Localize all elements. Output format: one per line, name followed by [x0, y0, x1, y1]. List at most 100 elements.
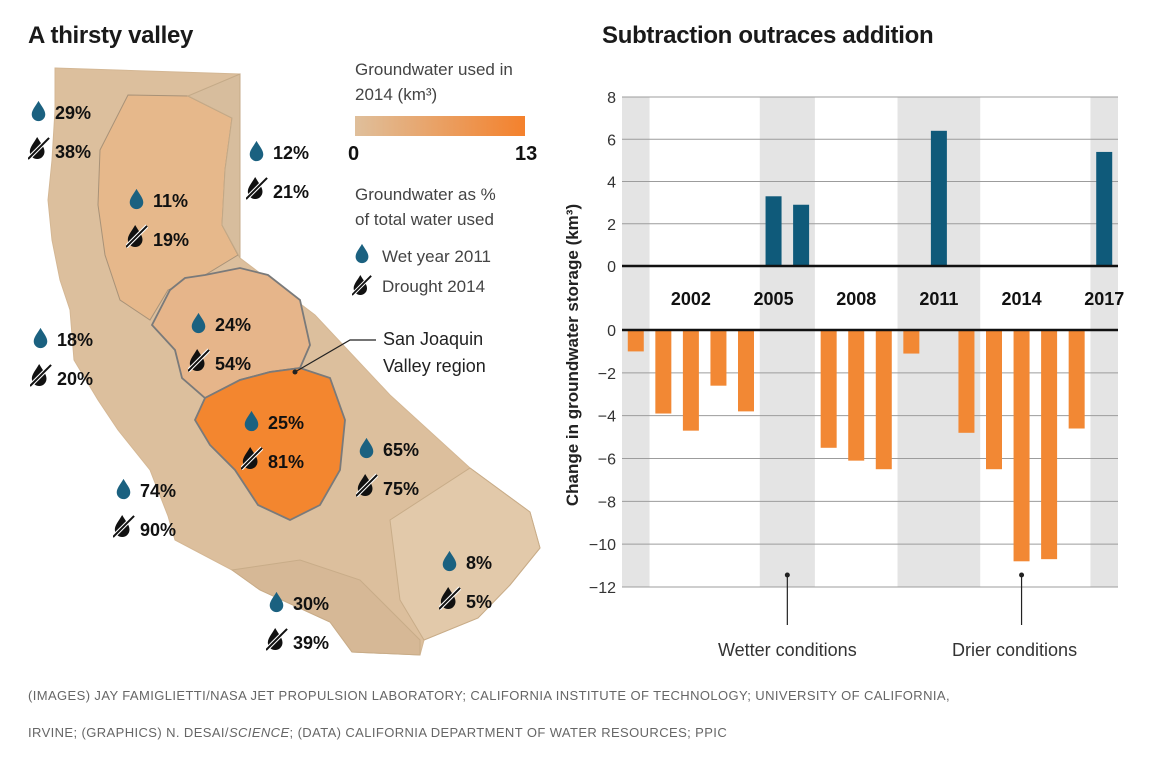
bar-2015 — [1041, 330, 1058, 560]
wet-year-pct: 74% — [140, 481, 176, 501]
region-label-0: 29% 38% — [28, 100, 91, 162]
chart-y-tick-labels: 8 6 4 2 0 0 −2 −4 −6 −8 −10 −12 — [589, 90, 616, 597]
y-tick-label: −4 — [598, 409, 616, 426]
credits-line-2c: ; (DATA) CALIFORNIA DEPARTMENT OF WATER … — [289, 725, 728, 740]
wetter-annotation-dot — [784, 572, 790, 578]
bar-2017 — [1096, 151, 1113, 266]
y-tick-label: −8 — [598, 494, 616, 511]
credits-science: SCIENCE — [228, 725, 290, 740]
chart-gridlines — [622, 96, 1118, 588]
groundwater-chart: 8 6 4 2 0 0 −2 −4 −6 −8 −10 −12 2002 2005 2008 2011 201… — [563, 90, 1124, 660]
bar-2002 — [682, 330, 699, 431]
legend-pct-title-1: Groundwater as % — [355, 185, 496, 204]
bar-2007 — [820, 330, 837, 448]
bar-2008 — [848, 330, 865, 461]
region-label-8: 8% 5% — [439, 550, 492, 612]
drier-annotation-dot — [1019, 572, 1025, 578]
callout-label-1: San Joaquin — [383, 329, 483, 349]
wet-year-pct: 24% — [215, 315, 251, 335]
credits-line-2: IRVINE; (GRAPHICS) N. DESAI/SCIENCE; (DA… — [28, 725, 727, 740]
region-desert — [389, 467, 541, 641]
legend-gradient-title-1: Groundwater used in — [355, 60, 513, 79]
wet-year-pct: 65% — [383, 440, 419, 460]
bar-2001 — [655, 330, 672, 414]
bar-2014 — [1013, 330, 1030, 562]
drought-year-pct: 81% — [268, 452, 304, 472]
bar-2016 — [1068, 330, 1085, 429]
bar-2000 — [627, 330, 644, 352]
legend-gradient-title-2: 2014 (km³) — [355, 85, 437, 104]
wetter-annotation-label: Wetter conditions — [718, 640, 857, 660]
legend-wet-label: Wet year 2011 — [382, 247, 491, 266]
california-map: Groundwater used in 2014 (km³) 0 13 Grou… — [0, 60, 541, 656]
x-tick-label: 2017 — [1084, 289, 1124, 309]
y-tick-label: 6 — [607, 132, 616, 149]
bar-2011 — [930, 130, 947, 266]
y-tick-label: 8 — [607, 90, 616, 107]
bar-2012 — [958, 330, 975, 433]
legend-gradient-max: 13 — [515, 143, 537, 165]
region-labels: 29% 38% 12% 21% 11% 19% 24% 54% 18% 20% 25% 81% 65% 7… — [28, 100, 492, 653]
y-tick-label: −12 — [589, 580, 616, 597]
callout-label-2: Valley region — [383, 356, 486, 376]
x-tick-label: 2014 — [1002, 289, 1042, 309]
chart-annotations: Wetter conditions Drier conditions — [718, 572, 1077, 660]
y-tick-label: 0 — [607, 323, 616, 340]
x-tick-label: 2002 — [671, 289, 711, 309]
region-label-6: 65% 75% — [356, 437, 419, 499]
drier-annotation-label: Drier conditions — [952, 640, 1077, 660]
drought-year-pct: 5% — [466, 592, 492, 612]
x-tick-label: 2011 — [919, 289, 958, 309]
region-label-1: 12% 21% — [246, 140, 309, 202]
region-southcoast — [230, 559, 421, 656]
region-label-3: 24% 54% — [188, 312, 251, 374]
bar-2010 — [903, 330, 920, 354]
region-label-2: 11% 19% — [126, 188, 189, 250]
bar-2004 — [738, 330, 754, 412]
drought-year-pct: 54% — [215, 354, 251, 374]
region-label-4: 18% 20% — [30, 327, 93, 389]
drought-year-pct: 19% — [153, 230, 189, 250]
x-tick-label: 2005 — [754, 289, 794, 309]
legend-gradient-bar — [355, 116, 525, 136]
bar-2013 — [986, 330, 1002, 470]
region-label-7: 74% 90% — [113, 478, 176, 540]
drought-year-pct: 38% — [55, 142, 91, 162]
bar-2006 — [793, 204, 810, 266]
legend-pct-title-2: of total water used — [355, 210, 494, 229]
y-tick-label: 0 — [607, 259, 616, 276]
x-tick-label: 2008 — [836, 289, 876, 309]
callout-line — [294, 339, 376, 373]
bar-2005 — [765, 196, 782, 266]
region-tulare — [193, 367, 346, 521]
bar-2003 — [710, 330, 727, 386]
wet-year-pct: 18% — [57, 330, 93, 350]
chart-y-axis-label: Change in groundwater storage (km³) — [563, 204, 582, 506]
credits-line-1: (IMAGES) JAY FAMIGLIETTI/NASA JET PROPUL… — [28, 688, 950, 703]
y-tick-label: 2 — [607, 217, 616, 234]
wet-period-band — [759, 97, 815, 587]
y-tick-label: −6 — [598, 452, 616, 469]
credits-line-2a: IRVINE; (GRAPHICS) N. DESAI/ — [28, 725, 229, 740]
legend-gradient-min: 0 — [348, 143, 359, 165]
callout-dot — [292, 369, 298, 375]
map-title: A thirsty valley — [28, 22, 194, 49]
drought-year-pct: 20% — [57, 369, 93, 389]
drought-year-pct: 21% — [273, 182, 309, 202]
wet-year-pct: 29% — [55, 103, 91, 123]
y-tick-label: −10 — [589, 537, 616, 554]
wet-year-pct: 12% — [273, 143, 309, 163]
chart-x-tick-labels: 2002 2005 2008 2011 2014 2017 — [671, 289, 1124, 309]
chart-title: Subtraction outraces addition — [602, 22, 934, 49]
legend-drought-label: Drought 2014 — [382, 277, 485, 296]
chart-bars — [622, 130, 1118, 562]
region-label-9: 30% 39% — [266, 591, 329, 653]
drought-year-pct: 75% — [383, 479, 419, 499]
wet-year-pct: 30% — [293, 594, 329, 614]
wet-year-pct: 25% — [268, 413, 304, 433]
drought-year-pct: 90% — [140, 520, 176, 540]
region-northeast — [186, 73, 241, 259]
region-label-5: 25% 81% — [241, 410, 304, 472]
bar-2009 — [875, 330, 892, 470]
wet-year-pct: 11% — [153, 191, 188, 211]
